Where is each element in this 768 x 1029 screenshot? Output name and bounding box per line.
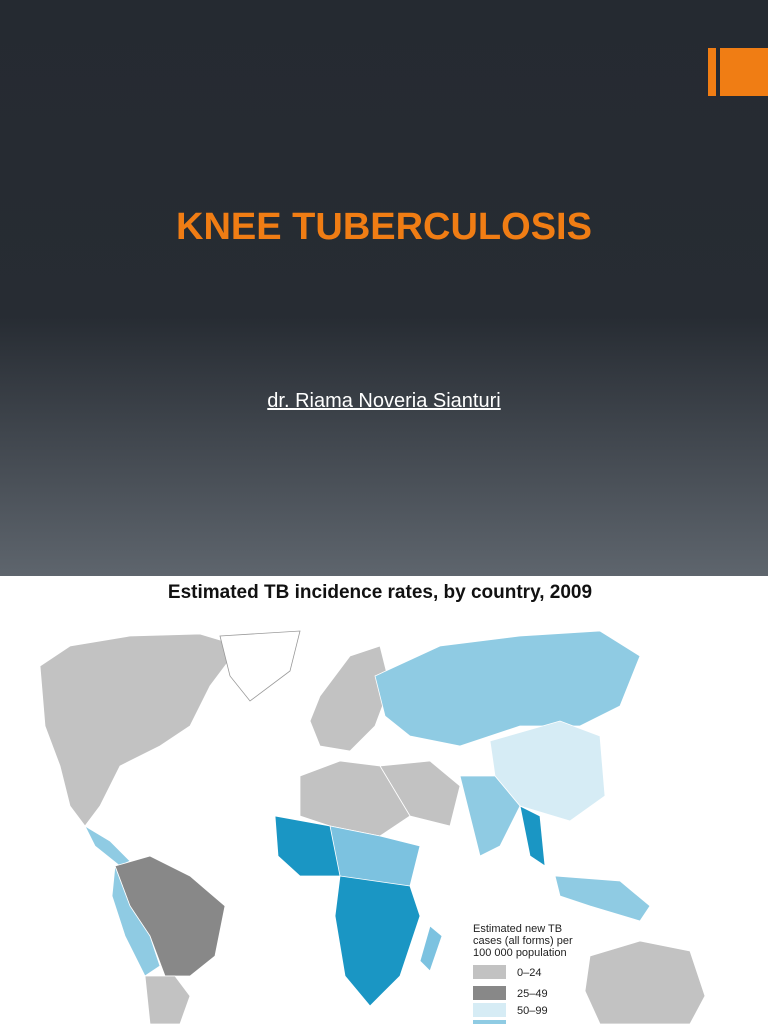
africa-south xyxy=(334,875,421,1007)
legend-label: 0–24 xyxy=(517,967,541,979)
legend-label: 25–49 xyxy=(517,988,548,1000)
legend-swatch xyxy=(473,1020,506,1024)
russia xyxy=(374,630,641,747)
author: dr. Riama Noveria Sianturi xyxy=(267,390,501,412)
india xyxy=(459,775,521,857)
legend-title: 100 000 population xyxy=(473,947,567,959)
greenland xyxy=(219,630,301,702)
continents xyxy=(39,630,706,1025)
africa-north xyxy=(299,760,411,837)
south-america-west xyxy=(111,865,161,977)
legend-title: Estimated new TB xyxy=(473,923,562,935)
indonesia xyxy=(554,875,651,922)
legend-swatch xyxy=(473,1003,506,1017)
map: Estimated TB incidence rates, by country… xyxy=(39,582,706,1025)
legend-swatch xyxy=(473,986,506,1000)
legend-swatch xyxy=(473,965,506,979)
south-america-south xyxy=(144,975,191,1025)
map-slide: Estimated TB incidence rates, by country… xyxy=(0,576,768,1025)
legend: Estimated new TB cases (all forms) per 1… xyxy=(473,923,573,1024)
accent-block xyxy=(720,48,768,96)
southeast-asia xyxy=(519,805,546,867)
slide-title: KNEE TUBERCULOSIS xyxy=(176,206,592,248)
australia xyxy=(584,940,706,1025)
accent-bar xyxy=(708,48,716,96)
central-america xyxy=(84,824,131,867)
europe xyxy=(309,645,391,752)
legend-label: 50–99 xyxy=(517,1005,548,1017)
map-title: Estimated TB incidence rates, by country… xyxy=(168,582,592,603)
title-slide: KNEE TUBERCULOSIS dr. Riama Noveria Sian… xyxy=(0,0,768,576)
madagascar xyxy=(419,925,443,972)
legend-title: cases (all forms) per xyxy=(473,935,573,947)
north-america xyxy=(39,633,241,827)
